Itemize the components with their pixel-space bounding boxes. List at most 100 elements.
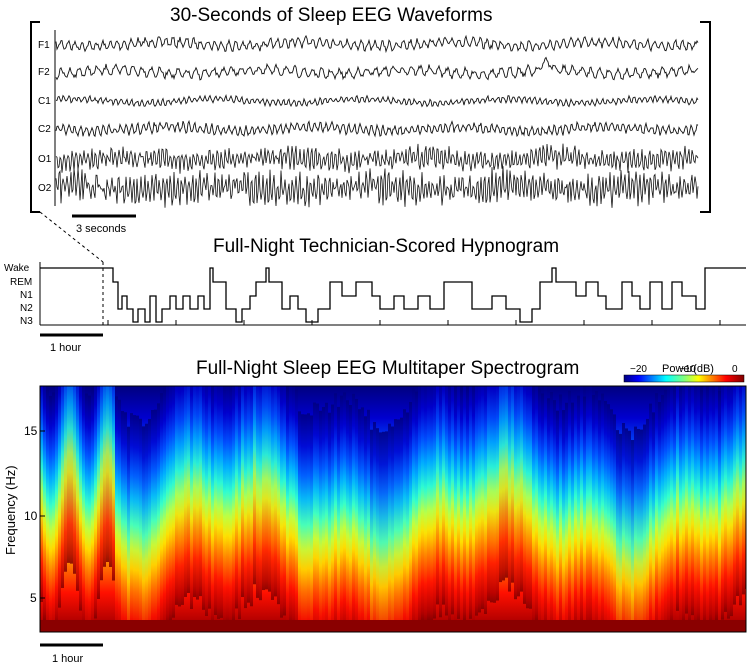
spectrogram-column: [724, 386, 727, 612]
spectrogram-column: [394, 419, 397, 632]
hypnogram-line: [40, 267, 746, 323]
spectrogram-column: [247, 386, 250, 603]
eeg-trace-f1: [55, 34, 699, 54]
spectrogram-column: [340, 395, 343, 632]
spectrogram-column: [604, 400, 607, 632]
spectrogram-column: [622, 422, 625, 632]
spectrogram-column: [346, 400, 349, 632]
spectrogram-column: [667, 386, 670, 631]
spectrogram-column: [373, 422, 376, 632]
spectrogram-column: [442, 386, 445, 605]
spectrogram-column: [184, 386, 187, 597]
spectrogram-column: [55, 386, 58, 626]
spectrogram-column: [538, 388, 541, 632]
spectrogram-column: [358, 409, 361, 632]
spectrogram-column: [691, 386, 694, 616]
spectrogram-column: [607, 404, 610, 632]
spectrogram-column: [175, 386, 178, 605]
hypnogram-ticks: [107, 320, 721, 325]
spectrogram-column: [616, 430, 619, 632]
spectrogram-column: [700, 389, 703, 632]
spectrogram-column: [661, 394, 664, 632]
spectrogram-column: [469, 386, 472, 619]
spectrogram-column: [490, 386, 493, 603]
spectrogram-column: [322, 407, 325, 632]
spectrogram-column: [142, 426, 145, 632]
spectrogram-column: [619, 433, 622, 632]
spectrogram-column: [733, 386, 736, 605]
colorbar-tick-mid: −10: [679, 364, 696, 375]
spectrogram-column: [238, 386, 241, 620]
spectrogram-column: [361, 407, 364, 632]
spectrogram-column: [130, 413, 133, 632]
spectrogram-column: [415, 391, 418, 632]
spectrogram-column: [154, 409, 157, 632]
spectrogram-column: [391, 426, 394, 632]
channel-label-o2: O2: [38, 183, 52, 194]
spectrogram-column: [367, 409, 370, 632]
spectrogram-column: [664, 389, 667, 632]
spectrogram-column: [529, 386, 532, 609]
hypnogram-title: Full-Night Technician-Scored Hypnogram: [213, 236, 560, 257]
spectrogram-column: [520, 386, 523, 592]
spectrogram-column: [556, 410, 559, 632]
spectrogram-scale-label: 1 hour: [52, 653, 84, 665]
spectrogram-column: [583, 396, 586, 632]
spectrogram-column: [445, 386, 448, 616]
spectrogram-column: [574, 386, 577, 632]
spectrogram-column: [505, 386, 508, 578]
spectrogram-column: [220, 386, 223, 618]
spectrogram-column: [343, 392, 346, 632]
spectrogram-column: [124, 412, 127, 632]
spectrogram-column: [133, 415, 136, 632]
spectrogram-column: [334, 393, 337, 632]
spectrogram-column: [166, 386, 169, 626]
spectrogram-column: [550, 391, 553, 632]
spectrogram-column: [97, 386, 100, 599]
spectrogram-column: [484, 386, 487, 615]
spectrogram-column: [223, 386, 226, 628]
spectrogram-column: [727, 386, 730, 619]
channel-label-f2: F2: [38, 67, 50, 78]
spectrogram-column: [412, 388, 415, 632]
spectrogram-column: [493, 386, 496, 603]
spectrogram-column: [325, 402, 328, 632]
spectrogram-ylabel: Frequency (Hz): [3, 465, 18, 555]
colorbar: [623, 374, 745, 383]
spectrogram-column: [454, 386, 457, 631]
spectrogram-column: [400, 417, 403, 632]
spectrogram-column: [181, 386, 184, 605]
spectrogram-column: [352, 393, 355, 632]
spectrogram-column: [253, 386, 256, 585]
colorbar-tick-min: −20: [630, 364, 647, 375]
spectrogram-column: [112, 386, 115, 581]
spectrogram-column: [637, 428, 640, 632]
spectrogram-frame: [39, 385, 747, 633]
spectrogram-column: [688, 386, 691, 624]
spectrogram-column: [658, 401, 661, 632]
spectrogram-column: [379, 432, 382, 632]
eeg-trace-f2: [55, 56, 699, 81]
spectrogram-column: [487, 386, 490, 601]
spectrogram-column: [310, 415, 313, 632]
channel-label-o1: O1: [38, 154, 52, 165]
eeg-left-bracket: [30, 21, 40, 213]
spectrogram-column: [313, 402, 316, 632]
spectrogram-column: [100, 386, 103, 581]
spectrogram-column: [610, 409, 613, 632]
spectrogram-column: [58, 386, 61, 608]
spectrogram-column: [169, 386, 172, 621]
spectrogram-column: [670, 386, 673, 625]
spectrogram-column: [160, 393, 163, 632]
spectrogram-column: [466, 386, 469, 632]
ytick-label-15: 15: [24, 424, 38, 438]
spectrogram-column: [631, 440, 634, 632]
spectrogram-column: [517, 386, 520, 597]
stage-label-n2: N2: [20, 303, 33, 314]
spectrogram-column: [472, 386, 475, 630]
spectrogram-column: [283, 386, 286, 616]
spectrogram-column: [742, 386, 745, 595]
spectrogram-heatmap: [40, 386, 746, 632]
spectrogram-column: [523, 386, 526, 604]
ytick-label-10: 10: [24, 509, 38, 523]
